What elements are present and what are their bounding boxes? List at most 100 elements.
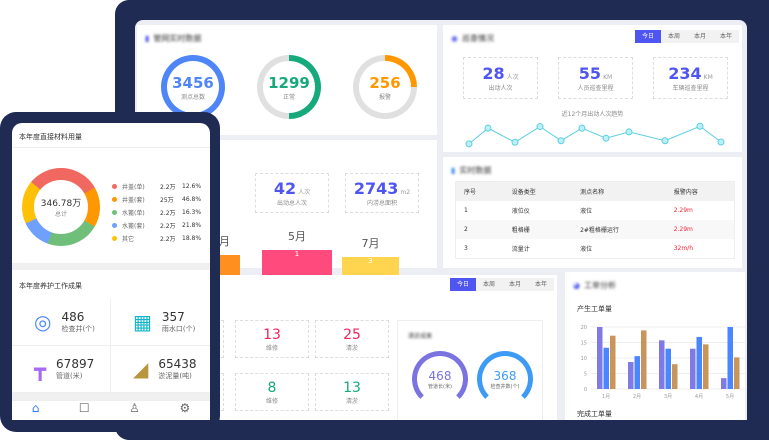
work-value: 13 bbox=[263, 326, 281, 343]
panel-title: 工单分析 bbox=[583, 281, 616, 290]
trend-title: 近12个月出动人次趋势 bbox=[561, 111, 624, 118]
trend-line-chart bbox=[465, 122, 725, 148]
user-icon[interactable]: ♙ bbox=[129, 401, 140, 415]
ring-label: 报警 bbox=[378, 93, 391, 101]
trend-point bbox=[578, 124, 586, 132]
table-cell: 2.29m bbox=[665, 220, 734, 239]
maint-value: 67897 bbox=[56, 357, 95, 371]
trend-point bbox=[696, 122, 704, 130]
legend-item: 水篦(套) 2.2万 21.8% bbox=[112, 219, 201, 232]
dredge-gauge: 468 管道长(米) bbox=[412, 351, 468, 407]
legend-item: 井盖(套) 25万 46.8% bbox=[112, 193, 201, 206]
bar bbox=[672, 364, 678, 389]
sludge-icon: ◢ bbox=[133, 357, 149, 381]
table-cell: 粗格栅 bbox=[503, 220, 573, 239]
bar-chart-icon: ▮ bbox=[145, 34, 150, 43]
tab-0[interactable]: 今日 bbox=[635, 30, 661, 43]
legend-pct: 18.8% bbox=[182, 235, 202, 242]
legend-amount: 2.2万 bbox=[160, 210, 176, 217]
panel-title: 巡查情况 bbox=[461, 34, 494, 43]
home-icon[interactable]: ⌂ bbox=[31, 401, 40, 415]
panel-title: 实时数据 bbox=[459, 166, 492, 175]
message-icon[interactable]: ☐ bbox=[78, 401, 90, 415]
legend-amount: 25万 bbox=[160, 197, 174, 204]
stat-unit: KM bbox=[603, 74, 613, 81]
legend-item: 井盖(单) 2.2万 12.6% bbox=[112, 180, 201, 193]
tab-3[interactable]: 本年 bbox=[528, 278, 554, 291]
tab-2[interactable]: 本月 bbox=[687, 30, 713, 43]
legend-dot bbox=[112, 184, 117, 189]
gauge-label: 检查井数(个) bbox=[490, 383, 520, 390]
table-cell: 1 bbox=[464, 207, 468, 214]
work-panel: 今日 本周 本月 本年 13 维修 25 清淤 8 维修 13 清淤 清淤成果 468 管道长(米) 3… bbox=[150, 275, 557, 420]
legend-pct: 12.6% bbox=[182, 183, 202, 190]
rank-item: 7月 3 bbox=[342, 235, 399, 290]
legend-dot bbox=[112, 236, 117, 241]
orders-subtitle-2: 完成工单量 bbox=[577, 410, 612, 418]
ring-gauge: 1299 正常 bbox=[257, 55, 321, 119]
table-row: 3 流量计 液位 32m/h bbox=[456, 239, 734, 258]
legend-dot bbox=[112, 197, 117, 202]
y-tick-label: 5 bbox=[584, 372, 587, 378]
stat-value: 55 bbox=[578, 64, 602, 83]
patrol-stat: 28 人次 出动人次 bbox=[463, 57, 538, 99]
ring-value: 3456 bbox=[172, 73, 214, 92]
stat-unit: 人次 bbox=[298, 189, 311, 196]
rank-item: 5月 1 bbox=[262, 228, 332, 290]
tab-1[interactable]: 本周 bbox=[476, 278, 502, 291]
network-panel: ▮ 管网实时数据 3456 测点总数 1299 正常 256 报警 bbox=[137, 25, 437, 135]
legend-name: 水篦(单) bbox=[122, 210, 145, 217]
bar bbox=[603, 347, 609, 389]
settings-icon[interactable]: ⚙ bbox=[179, 401, 191, 415]
x-tick-label: 3月 bbox=[664, 394, 672, 400]
legend-name: 井盖(套) bbox=[122, 197, 145, 204]
stat-value: 42 bbox=[273, 179, 297, 198]
tab-0[interactable]: 今日 bbox=[450, 278, 476, 291]
x-tick-label: 2月 bbox=[633, 394, 641, 400]
table-row: 1 液位仪 液位 2.29m bbox=[456, 201, 734, 220]
rank-month: 5月 bbox=[288, 230, 306, 243]
table-cell: 液位 bbox=[580, 208, 593, 215]
stat-label: 出动总人次 bbox=[276, 200, 307, 207]
work-label: 维修 bbox=[265, 344, 278, 352]
maint-value: 486 bbox=[61, 310, 85, 324]
total-value: 346.78万 bbox=[40, 199, 82, 209]
bar-chart-icon: ▮ bbox=[451, 166, 456, 175]
rank-month: 7月 bbox=[361, 237, 380, 250]
work-stat: 13 清淤 bbox=[315, 373, 389, 411]
y-tick-label: 20 bbox=[581, 325, 587, 331]
maint-label: 雨水口(个) bbox=[161, 325, 196, 333]
ring-value: 1299 bbox=[268, 73, 310, 92]
bar bbox=[734, 357, 740, 389]
trend-point bbox=[536, 123, 544, 131]
table-cell: 3 bbox=[464, 245, 468, 252]
stat-value: 2743 bbox=[353, 179, 399, 198]
trend-line bbox=[468, 125, 722, 145]
patrol-stat: 55 KM 人员巡查里程 bbox=[558, 57, 633, 99]
bar bbox=[721, 378, 727, 389]
legend-item: 水篦(单) 2.2万 16.3% bbox=[112, 206, 201, 219]
bar bbox=[696, 336, 702, 389]
stat-value: 234 bbox=[668, 64, 702, 83]
maint-item: ◎ 486 检查井(个) bbox=[12, 299, 111, 346]
x-tick-label: 4月 bbox=[695, 394, 703, 400]
bar bbox=[690, 348, 696, 389]
ring-value: 256 bbox=[369, 73, 401, 92]
legend-name: 井盖(单) bbox=[122, 184, 145, 191]
bar bbox=[628, 362, 634, 389]
bar bbox=[659, 340, 665, 389]
ring-gauge: 3456 测点总数 bbox=[161, 55, 225, 119]
table-cell: 32m/h bbox=[673, 245, 693, 252]
legend-dot bbox=[112, 210, 117, 215]
tab-3[interactable]: 本年 bbox=[713, 30, 739, 43]
x-tick-label: 5月 bbox=[726, 394, 734, 400]
dredge-title: 清淤成果 bbox=[408, 333, 433, 340]
y-tick-label: 0 bbox=[584, 387, 587, 393]
column-header: 设备类型 bbox=[503, 182, 573, 201]
work-value: 13 bbox=[343, 379, 361, 396]
stat-label: 内涝总面积 bbox=[366, 200, 397, 207]
tab-2[interactable]: 本月 bbox=[502, 278, 528, 291]
trend-point bbox=[717, 138, 725, 146]
tab-1[interactable]: 本周 bbox=[661, 30, 687, 43]
bar bbox=[703, 344, 709, 389]
